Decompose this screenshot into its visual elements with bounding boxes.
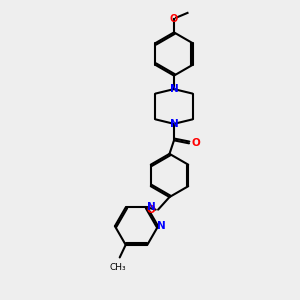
Text: O: O — [192, 138, 201, 148]
Text: O: O — [170, 14, 178, 24]
Text: N: N — [169, 119, 178, 129]
Text: N: N — [157, 221, 166, 231]
Text: N: N — [146, 202, 155, 212]
Text: O: O — [147, 205, 156, 214]
Text: N: N — [169, 84, 178, 94]
Text: CH₃: CH₃ — [110, 263, 127, 272]
